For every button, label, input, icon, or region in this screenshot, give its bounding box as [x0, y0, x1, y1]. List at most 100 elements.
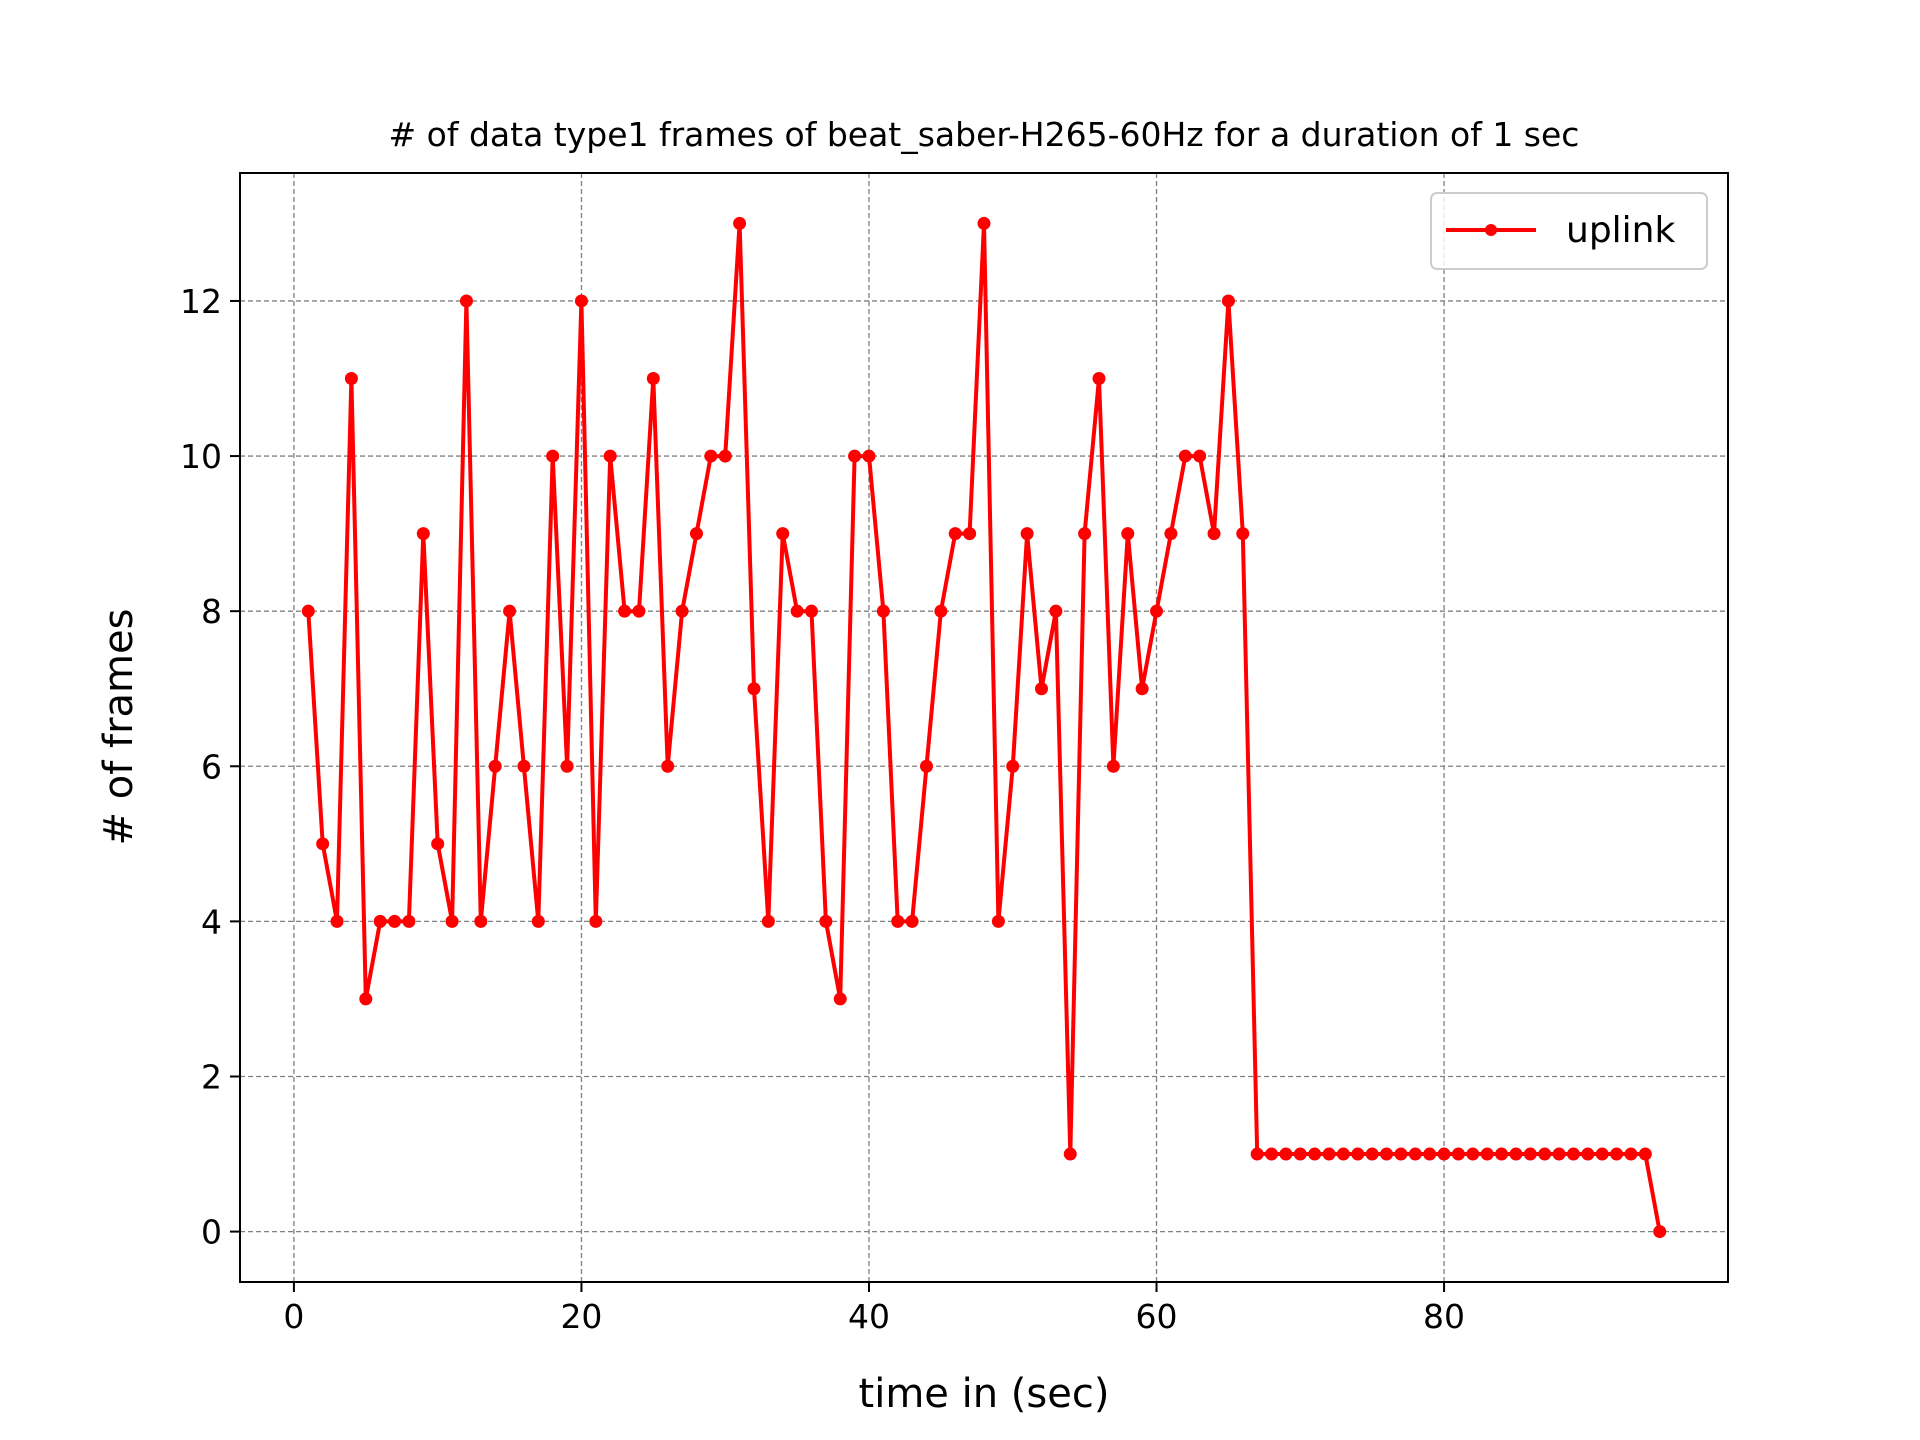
data-point — [1653, 1225, 1667, 1239]
data-point — [776, 527, 790, 541]
data-point — [1020, 527, 1034, 541]
data-point — [459, 294, 473, 308]
data-point — [675, 604, 689, 618]
data-point — [344, 372, 358, 386]
data-point — [1250, 1147, 1264, 1161]
data-point — [359, 992, 373, 1006]
data-point — [603, 449, 617, 463]
data-point — [531, 914, 545, 928]
data-point — [862, 449, 876, 463]
data-point — [560, 759, 574, 773]
data-point — [488, 759, 502, 773]
data-point — [1193, 449, 1207, 463]
data-point — [934, 604, 948, 618]
data-point — [1035, 682, 1049, 696]
data-point — [1451, 1147, 1465, 1161]
data-point — [431, 837, 445, 851]
data-point — [1164, 527, 1178, 541]
data-point — [632, 604, 646, 618]
y-tick-label: 10 — [180, 437, 222, 476]
data-point — [1322, 1147, 1336, 1161]
data-point — [1106, 759, 1120, 773]
data-point — [373, 914, 387, 928]
data-point — [661, 759, 675, 773]
data-point — [402, 914, 416, 928]
data-point — [1552, 1147, 1566, 1161]
data-point — [1466, 1147, 1480, 1161]
data-point — [804, 604, 818, 618]
data-point — [1135, 682, 1149, 696]
data-point — [1293, 1147, 1307, 1161]
data-point — [963, 527, 977, 541]
data-point — [977, 216, 991, 230]
data-point — [991, 914, 1005, 928]
data-point — [1509, 1147, 1523, 1161]
data-point — [546, 449, 560, 463]
data-point — [733, 216, 747, 230]
x-axis-label: time in (sec) — [859, 1371, 1110, 1417]
data-point — [445, 914, 459, 928]
data-point — [574, 294, 588, 308]
data-point — [1178, 449, 1192, 463]
x-tick-label: 80 — [1423, 1297, 1465, 1336]
data-point — [1092, 372, 1106, 386]
y-tick-label: 12 — [180, 282, 222, 321]
ticks: 0 20 40 60 80 0 2 4 6 8 10 12 — [180, 282, 1465, 1336]
data-point — [1279, 1147, 1293, 1161]
data-point — [503, 604, 517, 618]
data-point — [819, 914, 833, 928]
y-axis-label: # of frames — [96, 609, 142, 846]
data-point — [1207, 527, 1221, 541]
data-point — [1408, 1147, 1422, 1161]
data-point — [1265, 1147, 1279, 1161]
y-tick-label: 6 — [201, 747, 222, 786]
data-point — [1221, 294, 1235, 308]
y-tick-label: 0 — [201, 1213, 222, 1252]
data-point — [416, 527, 430, 541]
data-point — [704, 449, 718, 463]
data-point — [919, 759, 933, 773]
data-point — [517, 759, 531, 773]
x-tick-label: 0 — [283, 1297, 304, 1336]
grid — [240, 173, 1728, 1282]
data-point — [388, 914, 402, 928]
data-point — [1495, 1147, 1509, 1161]
data-point — [718, 449, 732, 463]
data-point — [301, 604, 315, 618]
data-point — [1437, 1147, 1451, 1161]
data-point — [1523, 1147, 1537, 1161]
data-point — [1351, 1147, 1365, 1161]
data-point — [1063, 1147, 1077, 1161]
plot-frame — [239, 172, 1729, 1283]
data-point — [948, 527, 962, 541]
data-point — [905, 914, 919, 928]
data-point — [474, 914, 488, 928]
data-point — [747, 682, 761, 696]
plot-area — [240, 173, 1728, 1282]
legend-box — [1430, 192, 1708, 270]
data-point — [761, 914, 775, 928]
x-tick-label: 60 — [1136, 1297, 1178, 1336]
data-point — [618, 604, 632, 618]
data-point — [1566, 1147, 1580, 1161]
data-point — [1624, 1147, 1638, 1161]
data-point — [1380, 1147, 1394, 1161]
data-point — [876, 604, 890, 618]
data-point — [1121, 527, 1135, 541]
data-point — [1480, 1147, 1494, 1161]
data-point — [330, 914, 344, 928]
data-point — [1423, 1147, 1437, 1161]
data-point — [1638, 1147, 1652, 1161]
data-point — [1006, 759, 1020, 773]
data-point — [1610, 1147, 1624, 1161]
data-point — [1049, 604, 1063, 618]
data-point — [1538, 1147, 1552, 1161]
x-tick-label: 40 — [848, 1297, 890, 1336]
legend-marker — [1485, 224, 1497, 236]
series-layer — [301, 216, 1667, 1239]
data-point — [790, 604, 804, 618]
data-point — [1078, 527, 1092, 541]
data-point — [1336, 1147, 1350, 1161]
data-point — [316, 837, 330, 851]
